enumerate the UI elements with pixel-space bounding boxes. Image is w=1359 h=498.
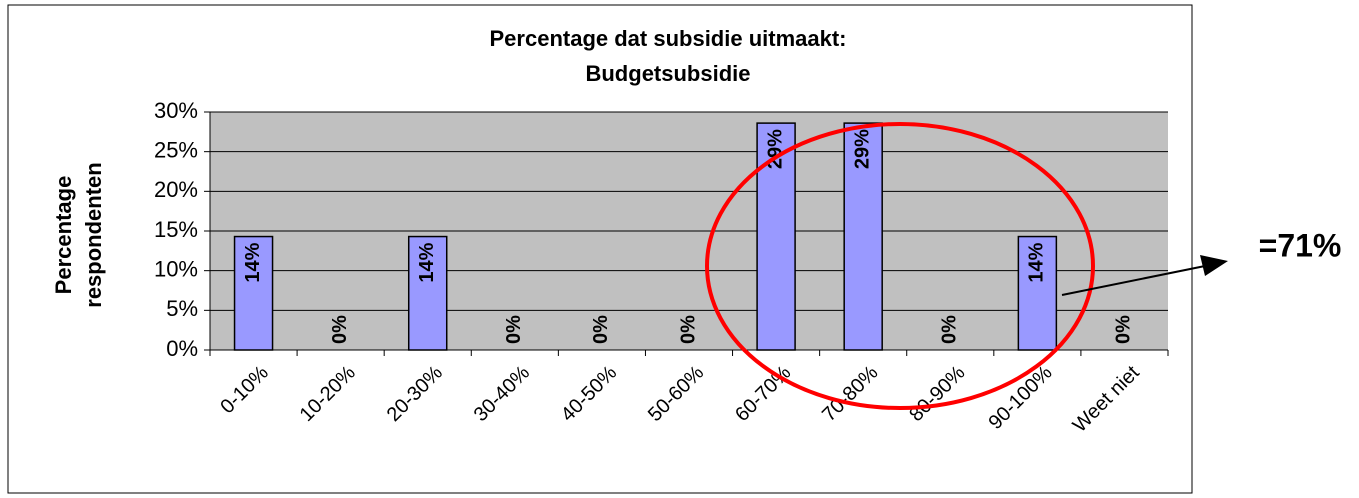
data-label: 0% xyxy=(677,315,699,344)
arrow-line xyxy=(1061,265,1206,296)
y-axis-label: Percentage xyxy=(51,176,76,295)
bar xyxy=(233,235,274,351)
highlight-ellipse xyxy=(705,122,1095,410)
annotation: =71% xyxy=(1259,227,1342,263)
y-tick-label: 25% xyxy=(154,137,198,162)
data-label: 0% xyxy=(329,315,351,344)
data-label: 14% xyxy=(416,242,438,282)
data-label: 0% xyxy=(939,315,961,344)
bar xyxy=(756,122,796,351)
data-label: 0% xyxy=(590,315,612,344)
data-label: 29% xyxy=(851,129,873,169)
data-label: 14% xyxy=(242,242,264,282)
y-tick-label: 0% xyxy=(166,336,198,361)
bar xyxy=(843,122,883,351)
chart-title: Budgetsubsidie xyxy=(585,61,750,86)
data-label: 14% xyxy=(1026,242,1048,282)
y-axis-label: respondenten xyxy=(81,162,106,307)
y-tick-label: 30% xyxy=(154,98,198,123)
bar xyxy=(407,235,448,351)
bar xyxy=(1017,235,1058,351)
data-label: 0% xyxy=(1113,315,1135,344)
y-tick-label: 5% xyxy=(166,296,198,321)
arrow-head xyxy=(1200,255,1228,276)
y-tick-label: 15% xyxy=(154,217,198,242)
y-tick-label: 20% xyxy=(154,177,198,202)
data-label: 0% xyxy=(503,315,525,344)
y-tick-label: 10% xyxy=(154,256,198,281)
chart-title: Percentage dat subsidie uitmaakt: xyxy=(490,26,847,51)
